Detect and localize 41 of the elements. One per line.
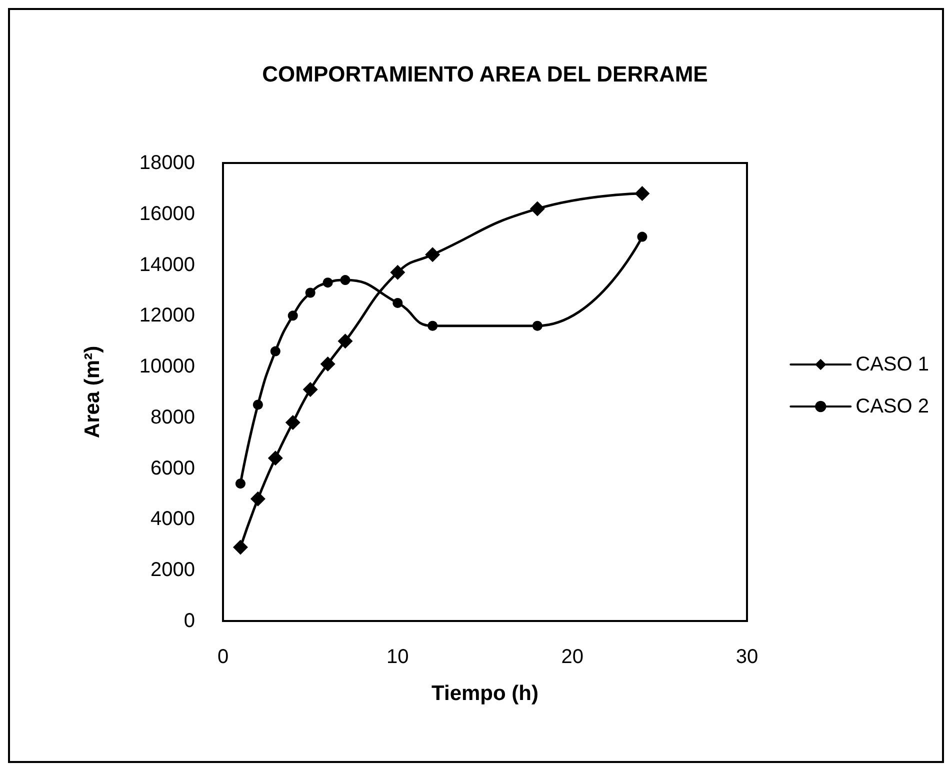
point xyxy=(530,201,545,216)
y-tick-label: 18000 xyxy=(139,152,195,174)
point xyxy=(268,450,283,466)
y-tick-label: 2000 xyxy=(150,559,195,582)
x-tick-label: 20 xyxy=(561,646,584,668)
y-tick-label: 16000 xyxy=(139,202,195,225)
point xyxy=(532,320,542,331)
chart-title: COMPORTAMIENTO AREA DEL DERRAME xyxy=(262,62,708,86)
y-tick-label: 0 xyxy=(184,610,195,632)
point xyxy=(634,186,650,202)
point xyxy=(305,288,316,298)
x-tick-label: 10 xyxy=(386,646,409,668)
y-tick-label: 10000 xyxy=(139,356,195,378)
legend-label: CASO 2 xyxy=(856,396,929,418)
point xyxy=(392,298,403,308)
point xyxy=(320,356,336,372)
point xyxy=(285,415,300,430)
point xyxy=(235,478,246,489)
point xyxy=(425,247,440,262)
y-tick-label: 8000 xyxy=(150,406,195,428)
legend-label: CASO 1 xyxy=(856,354,929,376)
y-tick-label: 6000 xyxy=(150,457,195,480)
point xyxy=(302,382,318,397)
point xyxy=(390,264,406,280)
point xyxy=(340,275,350,286)
point xyxy=(288,310,298,321)
y-axis-title: Area (m²) xyxy=(81,346,104,438)
x-tick-label: 30 xyxy=(736,646,758,668)
point xyxy=(250,491,266,506)
point xyxy=(428,320,438,331)
point xyxy=(270,346,280,356)
y-tick-label: 12000 xyxy=(139,304,195,327)
point xyxy=(637,232,648,242)
x-axis-title: Tiempo (h) xyxy=(432,682,538,705)
point xyxy=(252,400,263,410)
point xyxy=(338,334,353,349)
y-tick-label: 14000 xyxy=(139,254,195,276)
y-tick-label: 4000 xyxy=(150,508,195,530)
x-tick-label: 0 xyxy=(217,646,229,668)
point xyxy=(232,540,248,555)
point xyxy=(322,278,333,288)
